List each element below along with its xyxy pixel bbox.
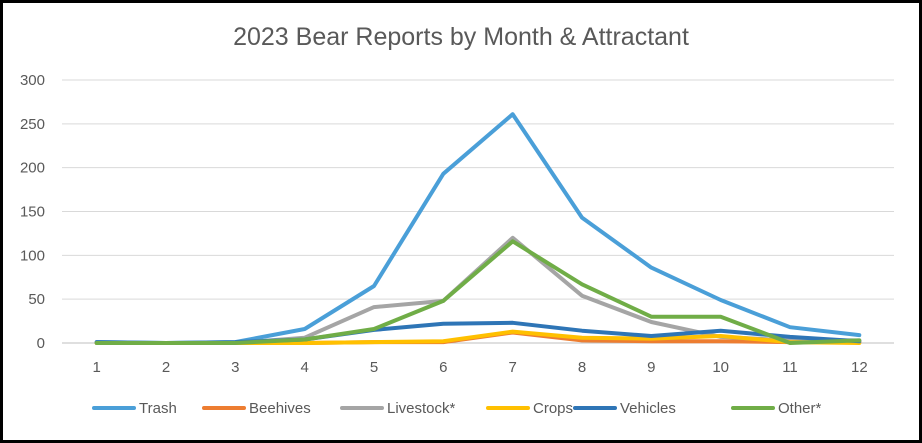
y-tick-label: 300 [20, 72, 45, 89]
x-tick-label: 6 [439, 359, 447, 376]
legend-label: Vehicles [620, 400, 676, 417]
y-tick-label: 200 [20, 160, 45, 177]
legend-label: Other* [778, 400, 822, 417]
chart-title: 2023 Bear Reports by Month & Attractant [233, 23, 689, 51]
x-tick-label: 12 [851, 359, 868, 376]
gridlines [62, 79, 894, 344]
x-tick-label: 10 [712, 359, 729, 376]
legend-label: Beehives [249, 400, 311, 417]
x-tick-label: 5 [370, 359, 378, 376]
x-tick-label: 9 [647, 359, 655, 376]
y-tick-label: 50 [28, 291, 45, 308]
x-axis-ticks: 1 2 3 4 5 6 7 8 9 10 11 12 [92, 359, 867, 376]
y-tick-label: 150 [20, 204, 45, 221]
legend-label: Livestock* [387, 400, 456, 417]
y-tick-label: 250 [20, 116, 45, 133]
x-tick-label: 2 [162, 359, 170, 376]
series-line-trash [94, 112, 862, 345]
x-tick-label: 11 [782, 359, 798, 376]
y-tick-label: 100 [20, 247, 45, 264]
legend: Trash Beehives Livestock* Crops Vehicles Othe… [92, 400, 822, 417]
series-line-other [94, 239, 862, 345]
legend-label: Crops [533, 400, 573, 417]
y-axis-ticks: 0 50 100 150 200 250 300 [20, 72, 45, 352]
y-tick-label: 0 [37, 335, 45, 352]
x-tick-label: 4 [300, 359, 308, 376]
x-tick-label: 3 [231, 359, 239, 376]
x-tick-label: 7 [508, 359, 516, 376]
x-tick-label: 1 [92, 359, 100, 376]
series-lines [94, 112, 862, 345]
legend-label: Trash [139, 400, 177, 417]
x-tick-label: 8 [578, 359, 586, 376]
